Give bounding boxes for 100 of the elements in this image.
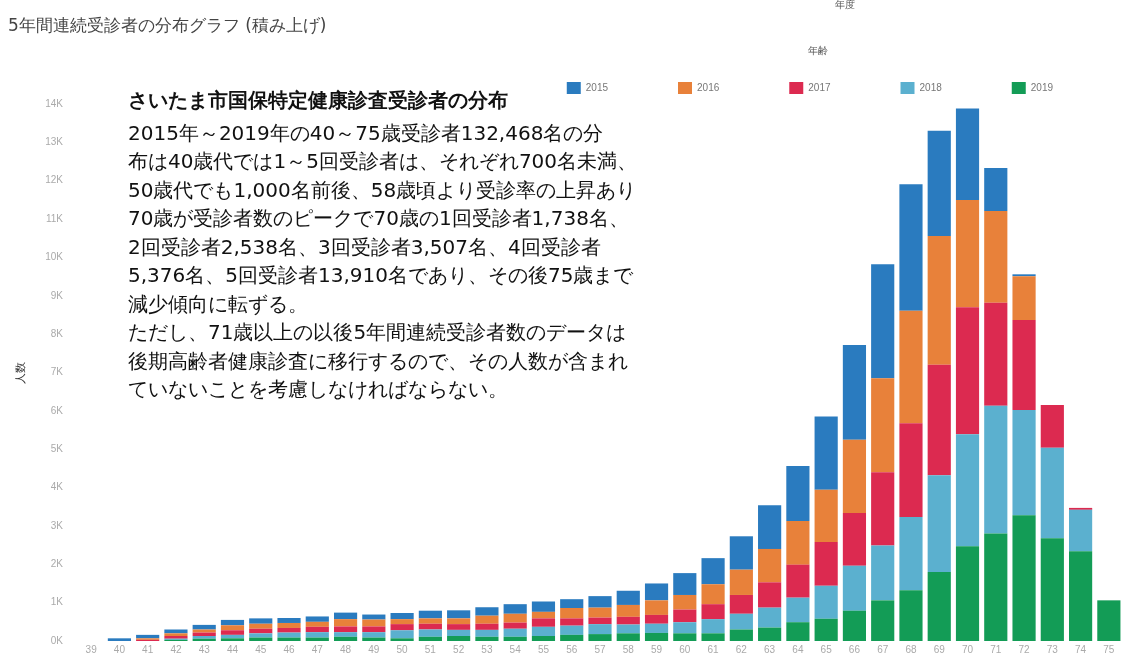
bar (390, 613, 414, 620)
legend-label: 2015 (585, 81, 609, 93)
bar (1040, 447, 1064, 539)
bar (786, 597, 810, 623)
bar (871, 600, 895, 641)
annotation: 2回受診者2,538名、3回受診者3,507名、4回受診者 (128, 234, 601, 259)
bar (644, 623, 669, 633)
y-tick-label: 12K (45, 174, 64, 186)
bar (333, 612, 358, 620)
bar (984, 405, 1008, 534)
y-tick-label: 13K (45, 136, 64, 148)
annotation: 減少傾向に転ずる。 (128, 291, 308, 316)
bar (644, 632, 669, 641)
bar (758, 548, 782, 583)
bar (984, 533, 1008, 641)
bar (955, 546, 980, 641)
bar (588, 624, 612, 635)
bar (871, 378, 895, 473)
x-tick-label: 63 (764, 643, 776, 655)
bar (447, 636, 471, 641)
bar (616, 616, 640, 625)
annotation: ただし、71歳以上の以後5年間連続受診者数のデータは (128, 320, 627, 345)
bar (814, 489, 838, 543)
x-tick-label: 44 (226, 643, 239, 655)
bar (1097, 600, 1121, 641)
bar (447, 629, 471, 637)
bar (871, 472, 895, 546)
y-tick-label: 7K (50, 366, 64, 378)
bar (475, 629, 499, 637)
annotation: さいたま市国保特定健康診査受診者の分布 (128, 88, 508, 113)
bar (107, 638, 131, 641)
legend-label: 2018 (919, 81, 943, 93)
bar (927, 130, 951, 236)
x-tick-label: 55 (537, 643, 550, 655)
bar (333, 636, 358, 641)
bar (560, 618, 584, 626)
x-tick-label: 69 (933, 643, 946, 655)
x-tick-label: 73 (1046, 643, 1059, 655)
y-tick-label: 8K (50, 327, 64, 339)
y-tick-label: 3K (50, 519, 64, 531)
y-tick-label: 10K (45, 251, 64, 263)
y-tick-label: 4K (50, 481, 64, 493)
legend-label: 2016 (697, 81, 720, 93)
bar (333, 626, 358, 633)
bar (418, 618, 442, 624)
bar (362, 614, 386, 620)
x-tick-label: 59 (650, 643, 663, 655)
x-tick-label: 51 (424, 643, 437, 655)
bar (588, 634, 612, 641)
bar (729, 629, 753, 641)
annotation: 2015年～2019年の40～75歳受診者132,468名の分 (128, 120, 604, 145)
bar (220, 638, 245, 641)
bar (249, 623, 273, 629)
bar (1012, 515, 1036, 641)
bar (277, 637, 301, 641)
bar (220, 619, 245, 626)
bar (277, 627, 301, 633)
y-tick-label: 2K (50, 558, 64, 570)
y-tick-label: 0K (50, 634, 64, 646)
bar (786, 466, 810, 521)
x-tick-label: 48 (340, 643, 352, 655)
annotation: 後期高齢者健康診査に移行するので、その人数が含まれ (128, 348, 628, 373)
bar (758, 505, 782, 549)
bar (475, 607, 499, 616)
bar (814, 618, 838, 641)
x-tick-label: 72 (1018, 643, 1031, 655)
bar (899, 590, 923, 641)
x-tick-label: 46 (283, 643, 296, 655)
bar (758, 607, 782, 628)
bar (390, 630, 414, 639)
bar (531, 618, 556, 627)
bar (673, 622, 697, 634)
bar (701, 558, 725, 585)
y-tick-label: 14K (45, 97, 64, 109)
legend-title: 年度 (834, 0, 855, 10)
bar (1040, 538, 1064, 641)
bar (673, 594, 697, 610)
bar (475, 615, 499, 624)
bar (531, 626, 556, 637)
bar (560, 625, 584, 635)
bar (955, 108, 980, 200)
annotation: 50歳代でも1,000名前後、58歳頃より受診率の上昇あり (128, 177, 637, 202)
bar (955, 199, 980, 308)
y-tick-label: 9K (50, 289, 64, 301)
bar (616, 624, 640, 634)
x-tick-label: 71 (990, 643, 1002, 655)
bar (955, 434, 980, 547)
bar (758, 582, 782, 608)
bar (984, 168, 1008, 212)
bar (560, 599, 584, 609)
bar (927, 235, 951, 365)
bar (333, 619, 358, 627)
bar (1040, 405, 1064, 448)
x-tick-label: 53 (481, 643, 493, 655)
y-tick-label: 6K (50, 404, 64, 416)
x-tick-label: 47 (311, 643, 324, 655)
bar (249, 618, 273, 624)
bar (842, 565, 867, 611)
bar (503, 628, 527, 637)
bar (1012, 410, 1036, 516)
